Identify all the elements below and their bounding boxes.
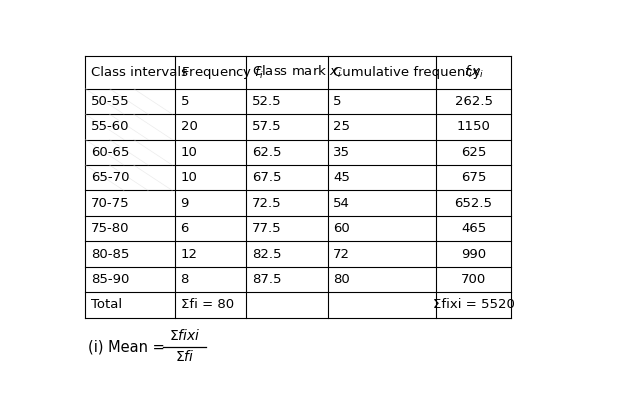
Text: 12: 12 bbox=[180, 247, 198, 261]
Text: Σfi = 80: Σfi = 80 bbox=[180, 299, 233, 312]
Text: 25: 25 bbox=[333, 120, 350, 133]
Text: Class intervals: Class intervals bbox=[91, 66, 188, 79]
Text: 60: 60 bbox=[333, 222, 350, 235]
Text: 72: 72 bbox=[333, 247, 350, 261]
Text: 50-55: 50-55 bbox=[91, 95, 130, 108]
Text: Frequency $f_i$: Frequency $f_i$ bbox=[180, 64, 263, 81]
Text: 10: 10 bbox=[180, 146, 197, 159]
Text: 5: 5 bbox=[333, 95, 342, 108]
Text: 67.5: 67.5 bbox=[252, 171, 281, 184]
Text: 77.5: 77.5 bbox=[252, 222, 281, 235]
Text: 675: 675 bbox=[461, 171, 486, 184]
Text: 52.5: 52.5 bbox=[252, 95, 281, 108]
Text: 54: 54 bbox=[333, 197, 350, 210]
Text: 57.5: 57.5 bbox=[252, 120, 281, 133]
Text: 625: 625 bbox=[461, 146, 486, 159]
Text: 80: 80 bbox=[333, 273, 350, 286]
Text: 1150: 1150 bbox=[457, 120, 490, 133]
Text: 62.5: 62.5 bbox=[252, 146, 281, 159]
Text: 55-60: 55-60 bbox=[91, 120, 130, 133]
Text: 6: 6 bbox=[180, 222, 189, 235]
Text: 652.5: 652.5 bbox=[455, 197, 492, 210]
Text: 87.5: 87.5 bbox=[252, 273, 281, 286]
Text: 8: 8 bbox=[180, 273, 189, 286]
Text: Class mark $x_i$: Class mark $x_i$ bbox=[252, 64, 342, 81]
Text: 45: 45 bbox=[333, 171, 350, 184]
Text: $f_i$$x_i$: $f_i$$x_i$ bbox=[464, 64, 484, 81]
Text: 262.5: 262.5 bbox=[455, 95, 492, 108]
Text: 82.5: 82.5 bbox=[252, 247, 281, 261]
Text: 60-65: 60-65 bbox=[91, 146, 129, 159]
Text: $\Sigma fixi$: $\Sigma fixi$ bbox=[168, 328, 200, 343]
Text: 80-85: 80-85 bbox=[91, 247, 129, 261]
Text: 9: 9 bbox=[180, 197, 189, 210]
Text: (i) Mean =: (i) Mean = bbox=[87, 340, 169, 355]
Text: Σfixi = 5520: Σfixi = 5520 bbox=[432, 299, 515, 312]
Text: 700: 700 bbox=[461, 273, 486, 286]
Text: 72.5: 72.5 bbox=[252, 197, 281, 210]
Text: 75-80: 75-80 bbox=[91, 222, 130, 235]
Text: 65-70: 65-70 bbox=[91, 171, 130, 184]
Text: Total: Total bbox=[91, 299, 122, 312]
Text: 10: 10 bbox=[180, 171, 197, 184]
Text: 35: 35 bbox=[333, 146, 350, 159]
Text: $\Sigma fi$: $\Sigma fi$ bbox=[175, 349, 194, 364]
Text: 990: 990 bbox=[461, 247, 486, 261]
Text: 5: 5 bbox=[180, 95, 189, 108]
Text: 70-75: 70-75 bbox=[91, 197, 130, 210]
Text: 20: 20 bbox=[180, 120, 197, 133]
Text: 85-90: 85-90 bbox=[91, 273, 129, 286]
Text: Cumulative frequency: Cumulative frequency bbox=[333, 66, 481, 79]
Text: 465: 465 bbox=[461, 222, 486, 235]
